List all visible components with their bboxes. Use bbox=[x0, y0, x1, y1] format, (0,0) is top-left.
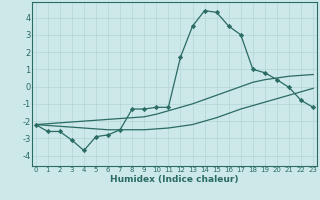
X-axis label: Humidex (Indice chaleur): Humidex (Indice chaleur) bbox=[110, 175, 239, 184]
